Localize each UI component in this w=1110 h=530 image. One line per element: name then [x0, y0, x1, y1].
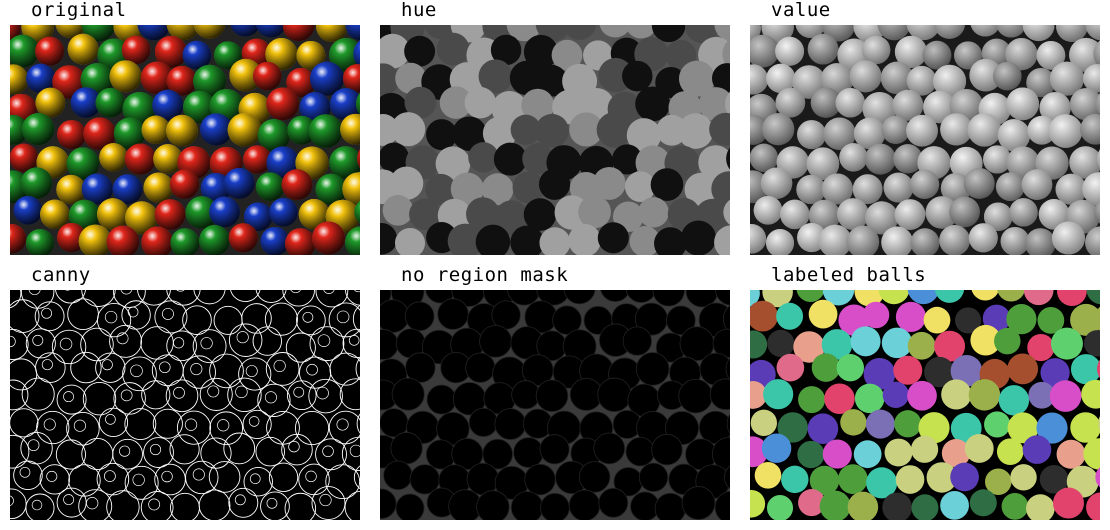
panel-title: original: [31, 0, 127, 21]
original-image: [10, 25, 360, 255]
labeled-balls-image: [750, 290, 1100, 520]
panel-title: hue: [401, 0, 437, 21]
panel-title: labeled balls: [771, 264, 927, 286]
no-region-mask-image: [380, 290, 730, 520]
canny-image: [10, 290, 360, 520]
panel-title: canny: [31, 264, 91, 286]
hue-image: [380, 25, 730, 255]
panel-title: value: [771, 0, 831, 21]
value-image: [750, 25, 1100, 255]
panel-title: no region mask: [401, 264, 569, 286]
